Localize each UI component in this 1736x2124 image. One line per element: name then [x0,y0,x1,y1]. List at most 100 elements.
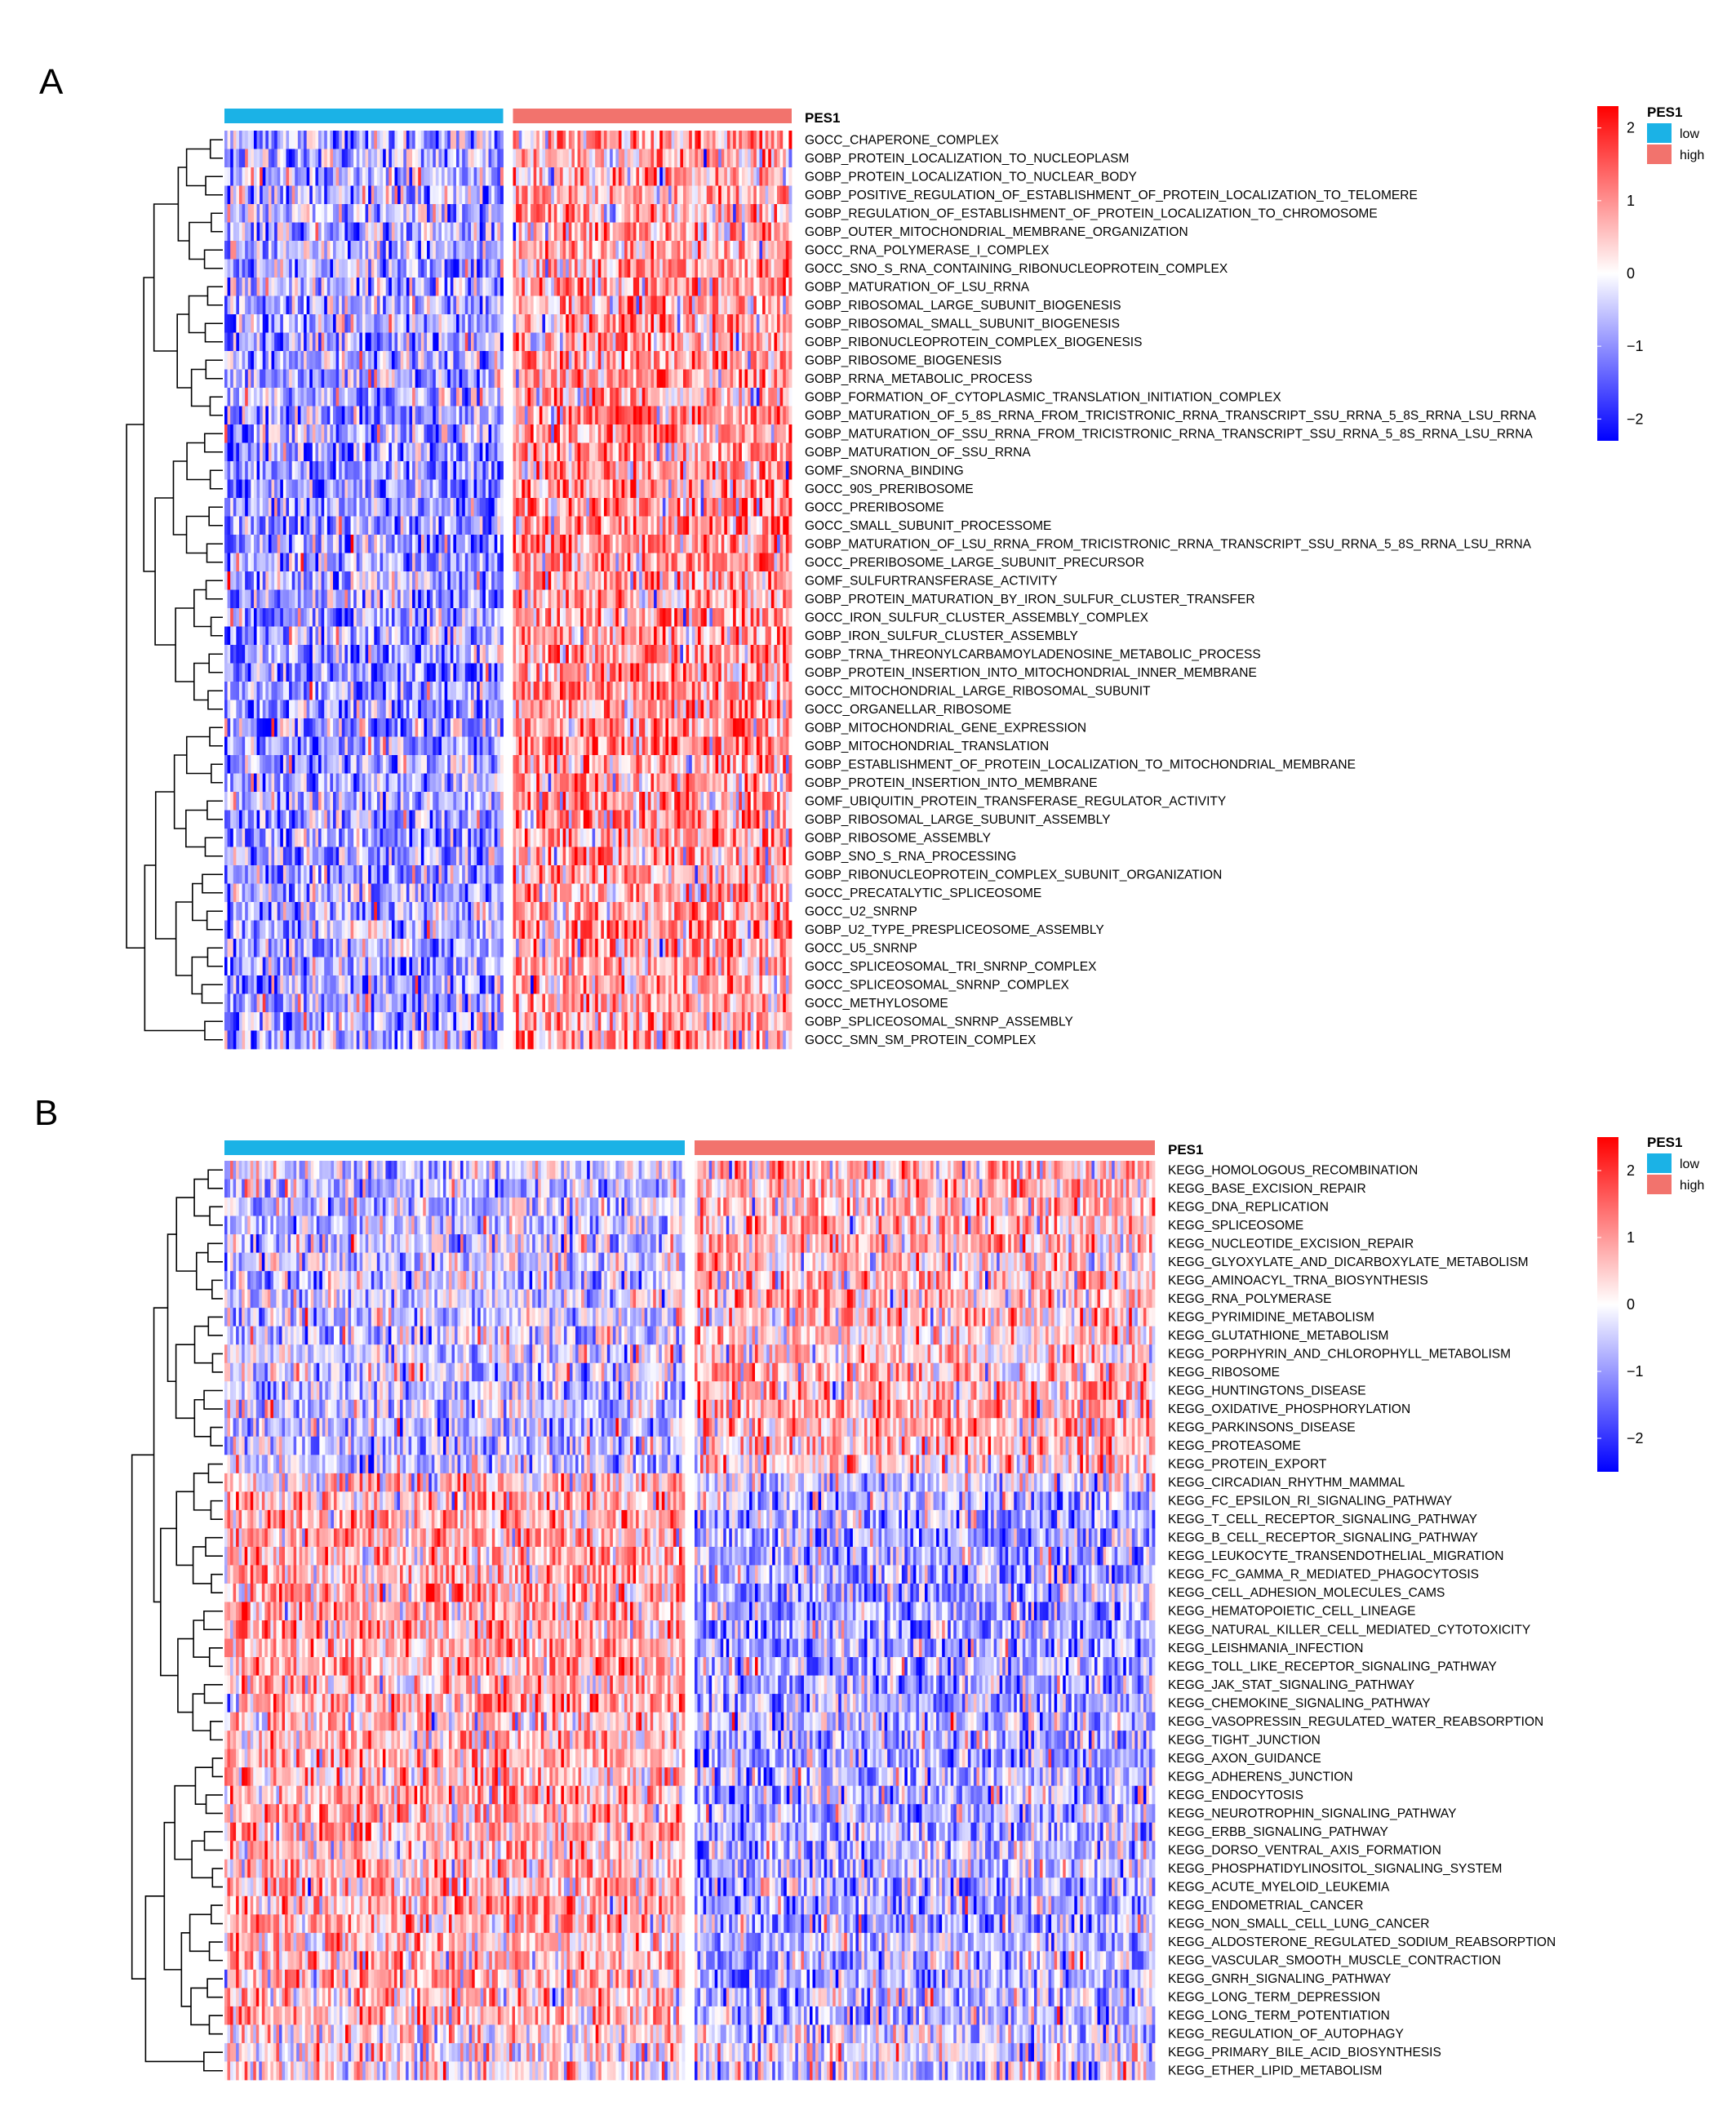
heatmap-cell [245,314,248,333]
heatmap-cell [357,461,360,480]
heatmap-cell [766,186,769,205]
heatmap-cell [598,260,602,278]
heatmap-cell [766,314,769,333]
heatmap-cell [245,278,248,296]
heatmap-cell [527,553,531,572]
heatmap-cell [418,388,421,407]
heatmap-cell [322,131,325,149]
heatmap-cell [584,241,587,260]
heatmap-cell [453,461,456,480]
heatmap-cell [283,241,286,260]
heatmap-cell [680,443,683,462]
heatmap-cell [351,388,354,407]
heatmap-cell [739,314,742,333]
heatmap-cell [619,204,622,223]
heatmap-cell [774,480,777,499]
heatmap-cell [286,535,289,553]
heatmap-cell [298,553,301,572]
heatmap-cell [462,571,465,590]
heatmap-cell [665,314,668,333]
heatmap-cell [491,498,495,517]
heatmap-cell [471,498,474,517]
heatmap-cell [465,517,468,535]
heatmap-cell [636,314,639,333]
heatmap-cell [388,388,392,407]
heatmap-cell [394,517,397,535]
heatmap-cell [254,571,257,590]
heatmap-cell [771,498,775,517]
heatmap-cell [759,204,762,223]
heatmap-cell [468,223,471,242]
heatmap-cell [280,388,283,407]
heatmap-cell [307,388,310,407]
heatmap-cell [433,167,436,186]
heatmap-cell [677,278,681,296]
heatmap-cell [578,333,581,352]
heatmap-cell [474,186,477,205]
heatmap-cell [701,186,704,205]
heatmap-cell [274,571,277,590]
heatmap-cell [545,278,548,296]
heatmap-cell [569,443,572,462]
heatmap-cell [536,223,539,242]
heatmap-cell [680,424,683,443]
heatmap-cell [242,571,246,590]
heatmap-cell [433,443,436,462]
heatmap-cell [254,314,257,333]
heatmap-cell [748,388,751,407]
heatmap-cell [495,241,498,260]
heatmap-cell [298,571,301,590]
heatmap-cell [289,370,292,389]
heatmap-cell [622,480,625,499]
heatmap-cell [468,498,471,517]
heatmap-cell [451,407,454,425]
heatmap-cell [757,351,760,370]
heatmap-cell [327,223,331,242]
heatmap-cell [322,443,325,462]
heatmap-cell [333,553,336,572]
heatmap-cell [674,351,677,370]
heatmap-cell [727,278,730,296]
heatmap-cell [619,278,622,296]
heatmap-cell [260,149,263,168]
heatmap-cell [739,535,742,553]
heatmap-cell [283,260,286,278]
heatmap-cell [777,333,780,352]
heatmap-cell [536,351,539,370]
heatmap-cell [551,204,554,223]
heatmap-cell [460,443,463,462]
heatmap-cell [236,498,239,517]
heatmap-cell [566,535,569,553]
heatmap-cell [610,571,613,590]
heatmap-cell [380,498,384,517]
heatmap-cell [342,314,345,333]
heatmap-cell [228,498,231,517]
heatmap-cell [707,351,710,370]
heatmap-cell [242,351,246,370]
heatmap-cell [480,535,483,553]
heatmap-cell [500,131,504,149]
heatmap-cell [371,535,375,553]
heatmap-cell [427,424,430,443]
heatmap-cell [689,186,692,205]
heatmap-cell [748,407,751,425]
heatmap-cell [260,443,263,462]
heatmap-cell [239,553,242,572]
heatmap-cell [427,149,430,168]
heatmap-cell [283,517,286,535]
heatmap-cell [468,443,471,462]
heatmap-cell [248,131,251,149]
heatmap-cell [324,314,327,333]
heatmap-cell [584,461,587,480]
heatmap-cell [491,590,495,609]
heatmap-cell [622,296,625,315]
heatmap-cell [277,498,281,517]
heatmap-cell [557,260,560,278]
heatmap-cell [224,351,228,370]
heatmap-cell [409,461,412,480]
heatmap-cell [339,571,342,590]
heatmap-cell [593,443,596,462]
heatmap-cell [642,241,646,260]
heatmap-cell [430,167,433,186]
heatmap-cell [692,553,695,572]
